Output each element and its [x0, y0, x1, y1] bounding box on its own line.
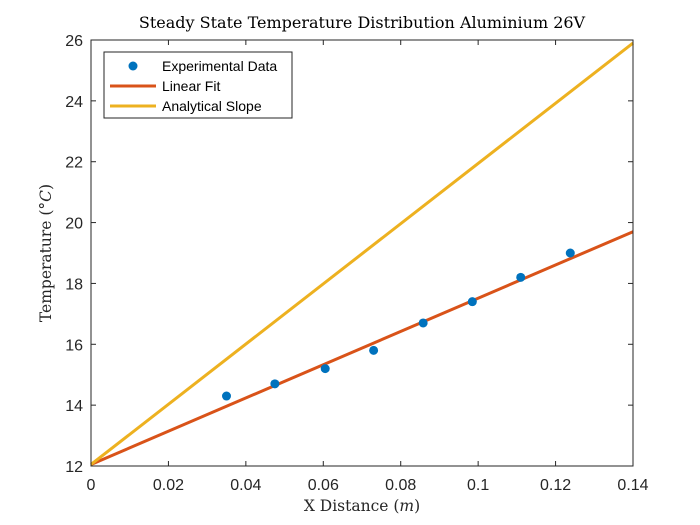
experimental-data-point [418, 318, 428, 328]
y-axis: 12 14 16 18 20 22 24 26 [65, 33, 633, 476]
y-tick-label: 26 [65, 33, 83, 50]
y-tick-label: 22 [65, 155, 83, 172]
chart-title: Steady State Temperature Distribution Al… [139, 13, 586, 32]
x-axis-label-variable: m [399, 497, 414, 515]
experimental-data-point [565, 248, 575, 258]
x-tick-label: 0.14 [617, 477, 648, 494]
y-axis-label-suffix: ) [37, 184, 55, 190]
x-tick-label: 0.1 [467, 477, 489, 494]
analytical-slope-line [90, 41, 634, 466]
x-tick-label: 0.04 [230, 477, 261, 494]
experimental-data-point [516, 272, 526, 282]
legend-marker-experimental-data [128, 61, 138, 71]
y-tick-label: 14 [65, 398, 83, 415]
axes-box [90, 39, 634, 467]
y-tick-label: 18 [65, 276, 83, 293]
x-axis-label-prefix: X Distance ( [304, 497, 400, 515]
experimental-data-point [467, 297, 477, 307]
legend: Experimental Data Linear Fit Analytical Sl… [103, 51, 293, 119]
x-axis-label-suffix: ) [414, 497, 420, 515]
x-axis-label: X Distance (m) [304, 497, 420, 515]
y-axis-label-unit: °C [37, 190, 55, 210]
legend-label-linear-fit: Linear Fit [162, 78, 220, 94]
y-tick-label: 12 [65, 459, 83, 476]
linear-fit-line [90, 230, 634, 466]
experimental-data-point [320, 364, 330, 374]
y-tick-label: 24 [65, 94, 83, 111]
x-axis: 0 0.02 0.04 0.06 0.08 0.1 0.12 0.14 [87, 40, 649, 494]
y-axis-label: Temperature (°C) [37, 184, 55, 322]
legend-label-experimental-data: Experimental Data [162, 58, 277, 74]
y-tick-label: 20 [65, 216, 83, 233]
legend-label-analytical-slope: Analytical Slope [162, 98, 262, 114]
y-tick-label: 16 [65, 337, 83, 354]
plot-area [90, 41, 634, 466]
x-tick-label: 0.02 [153, 477, 184, 494]
experimental-data-point [270, 379, 280, 389]
y-axis-label-prefix: Temperature ( [37, 210, 55, 323]
experimental-data-point [222, 391, 231, 401]
x-tick-label: 0.08 [385, 477, 416, 494]
x-tick-label: 0.12 [540, 477, 571, 494]
experimental-data-point [369, 345, 379, 355]
x-tick-label: 0.06 [308, 477, 339, 494]
x-tick-label: 0 [87, 477, 96, 494]
